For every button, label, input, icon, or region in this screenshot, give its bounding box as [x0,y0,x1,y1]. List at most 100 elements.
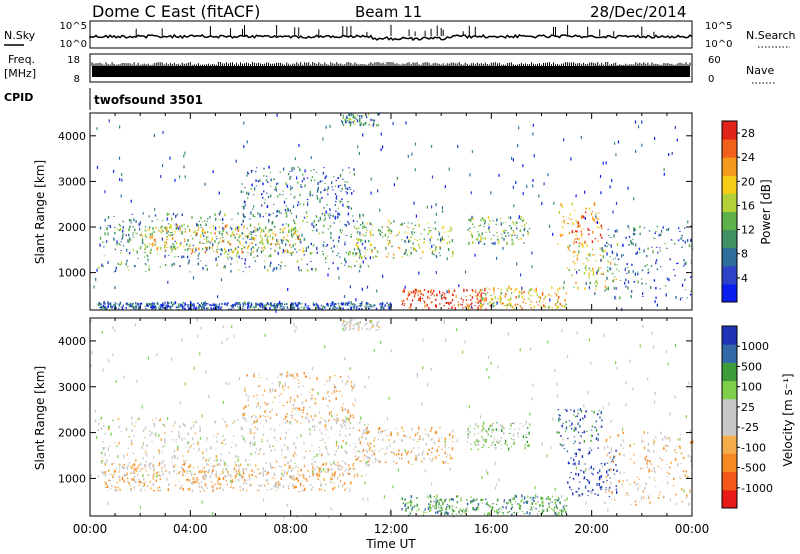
x-tick-label-5: 20:00 [574,522,609,536]
velocity-colorbar-tick-6: 500 [741,360,762,373]
freq-tick-bottom: 8 [74,74,80,85]
power-region-11 [340,113,380,127]
power-colorbar: 4 8 12 16 20 24 28 [721,120,755,303]
power-ytick-label-1: 2000 [58,221,86,234]
velocity-y-axis: 1000 2000 3000 4000 [58,335,692,485]
velocity-region-9 [341,318,380,332]
power-colorbar-swatch-6 [722,175,737,194]
velocity-heatmap [90,318,694,519]
date-label: 28/Dec/2014 [590,3,686,21]
velocity-region-0 [97,416,371,479]
velocity-colorbar-tick-1: -500 [741,462,766,475]
nsky-label: N.Sky [4,29,36,42]
nave-label: Nave [746,64,774,77]
power-colorbar-tick-2: 12 [741,224,755,237]
power-colorbar-swatch-1 [722,265,737,285]
power-scatter [93,113,689,313]
velocity-colorbar-swatch-9 [722,326,737,345]
power-colorbar-tick-4: 20 [741,175,755,188]
velocity-colorbar-swatch-6 [722,380,737,400]
power-colorbar-swatch-3 [722,229,737,249]
freq-label: Freq. [8,53,35,66]
velocity-colorbar-tick-3: -25 [741,421,759,434]
power-colorbar-tick-6: 28 [741,127,755,140]
power-colorbar-label: Power [dB] [759,179,773,244]
power-colorbar-tick-0: 4 [741,272,748,285]
x-tick-label-3: 12:00 [374,522,409,536]
velocity-region-4 [401,494,568,516]
station-title: Dome C East (fitACF) [92,2,260,21]
nsky-tick-bottom: 10^0 [60,39,87,50]
power-colorbar-swatch-4 [722,211,737,231]
nsky-tick-top: 10^5 [60,21,87,32]
velocity-region-3 [354,426,454,465]
velocity-region-5 [556,408,603,451]
nsky-spikes [135,24,655,36]
power-region-10 [97,300,392,311]
freq-panel: Freq. [MHz] 18 8 60 0 Nave [4,53,776,85]
velocity-region-2 [242,371,355,424]
x-tick-label-1: 04:00 [173,522,208,536]
velocity-ytick-label-2: 3000 [58,381,86,394]
velocity-colorbar-swatch-0 [722,489,737,509]
power-region-1 [140,224,304,255]
freq-unit-label: [MHz] [4,67,36,80]
power-colorbar-swatch-8 [722,139,737,158]
velocity-colorbar-swatch-8 [722,344,737,363]
velocity-colorbar-tick-7: 1000 [741,340,769,353]
velocity-region-7 [466,420,530,451]
cpid-value: twofsound 3501 [94,93,203,107]
power-x-axis [89,113,693,310]
time-axis-labels: 00:00 04:00 08:00 12:00 16:00 20:00 00:00 [73,522,710,536]
power-heatmap [93,113,694,313]
power-region-9 [604,225,694,300]
freq-nave-band [92,66,690,77]
power-colorbar-tick-5: 24 [741,151,755,164]
velocity-region-8 [604,430,694,506]
power-ytick-label-2: 3000 [58,175,86,188]
velocity-colorbar-swatch-2 [722,453,737,473]
power-region-3 [353,219,454,259]
nsky-panel: N.Sky 10^5 10^0 10^5 10^0 N.Search [4,20,796,50]
power-region-4 [401,288,487,311]
power-colorbar-swatch-9 [722,121,737,140]
power-colorbar-swatch-7 [722,157,737,176]
freq-trace [89,62,693,66]
velocity-colorbar-label: Velocity [m s⁻¹] [781,373,795,466]
velocity-colorbar-swatch-7 [722,362,737,382]
velocity-colorbar: -1000 -500 -100 -25 25 100 500 1000 [721,325,773,509]
power-y-axis: 1000 2000 3000 4000 [58,130,692,280]
power-panel: 1000 2000 3000 4000 Slant Range [km] 4 8 12 16… [33,112,773,313]
power-colorbar-tick-3: 16 [741,199,755,212]
velocity-colorbar-tick-0: -1000 [741,482,773,495]
velocity-colorbar-swatch-5 [722,398,737,418]
x-axis-label: Time UT [365,537,416,551]
cpid-panel: CPID twofsound 3501 [4,88,203,110]
nsky-tick-top-right: 10^5 [705,21,732,32]
nsearch-label: N.Search [746,29,796,42]
velocity-ytick-label-3: 4000 [58,335,86,348]
velocity-colorbar-swatch-3 [722,435,737,454]
power-region-8 [467,215,531,246]
velocity-colorbar-swatch-4 [722,417,737,436]
power-region-2 [240,165,355,218]
power-colorbar-swatch-2 [722,247,737,267]
nsky-tick-bottom-right: 10^0 [705,39,732,50]
velocity-x-axis [89,318,693,516]
x-tick-label-4: 16:00 [474,522,509,536]
power-colorbar-swatch-0 [722,283,737,303]
velocity-ytick-label-1: 2000 [58,427,86,440]
velocity-colorbar-tick-5: 100 [741,381,762,394]
freq-tick-top: 18 [67,55,80,66]
velocity-region-1 [103,462,355,493]
cpid-label: CPID [4,91,33,104]
velocity-ytick-label-0: 1000 [58,472,86,485]
velocity-colorbar-tick-2: -100 [741,441,766,454]
power-ytick-label-3: 4000 [58,130,86,143]
x-tick-label-0: 00:00 [73,522,108,536]
nsky-trace [89,33,693,42]
nave-tick-top: 60 [708,55,721,66]
velocity-region-6 [566,448,618,498]
power-region-0 [98,210,371,273]
